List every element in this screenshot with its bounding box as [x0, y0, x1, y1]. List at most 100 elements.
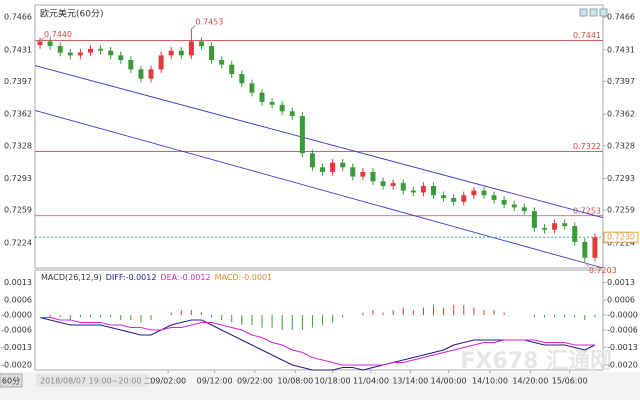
candle-body	[541, 227, 547, 230]
crosshair-box	[36, 374, 148, 387]
y2-tick-label: 0.7466	[607, 13, 635, 22]
candle-body	[77, 52, 83, 56]
chart-title: 欧元美元(60分)	[40, 8, 103, 20]
candle-body	[521, 207, 527, 212]
candle-body	[209, 46, 215, 61]
candle-body	[168, 50, 174, 56]
macd-y-tick-label: 0.0013	[4, 278, 32, 287]
candle-body	[370, 171, 376, 182]
candle-body	[67, 52, 73, 56]
icon[interactable]	[599, 8, 608, 17]
candle-body	[431, 185, 437, 196]
macd-y-tick-label: -0.0006	[1, 326, 32, 335]
candle-body	[279, 104, 285, 112]
period-tab[interactable]	[0, 373, 23, 388]
candle-body	[451, 198, 457, 202]
y2-tick-label: 0.7431	[607, 45, 635, 54]
candle-body	[330, 162, 336, 172]
candle-body	[108, 50, 114, 56]
candle-body	[98, 48, 104, 51]
candle-body	[410, 190, 416, 193]
candle-body	[198, 41, 204, 47]
candle-body	[320, 167, 326, 172]
level-label: 0.7322	[573, 142, 601, 151]
y-tick-label: 0.7362	[4, 110, 32, 119]
macd-line	[40, 317, 595, 366]
x-tick-label: 10/18:00	[315, 377, 351, 386]
y2-tick-label: 0.7259	[607, 206, 635, 215]
candle-body	[269, 101, 275, 105]
macd-y2-tick-label: -0.0000	[607, 311, 638, 320]
candle-body	[481, 190, 487, 196]
candle-body	[229, 64, 235, 75]
x-tick-label: 09/02:00	[150, 377, 186, 386]
candle-body	[582, 241, 588, 258]
y-tick-label: 0.7293	[4, 174, 32, 183]
candle-body	[249, 83, 255, 93]
candle-body	[390, 183, 396, 186]
y2-tick-label: 0.7224	[607, 238, 635, 247]
x-tick-label: 15/06:00	[552, 377, 588, 386]
candle-body	[138, 69, 144, 79]
level-label: 0.7253	[573, 206, 601, 215]
x-tick-label: 14/20:00	[512, 377, 548, 386]
y-tick-label: 0.7224	[4, 238, 32, 247]
watermark: FX678 汇通网	[460, 349, 612, 374]
candle-body	[471, 190, 477, 196]
candle-body	[47, 41, 53, 47]
icon[interactable]	[589, 8, 598, 17]
candle-body	[37, 41, 43, 46]
candle-body	[188, 41, 194, 56]
candle-body	[299, 115, 305, 154]
macd-readout: MACD:-0.0001	[215, 273, 273, 282]
x-tick-label: 14/00:00	[431, 377, 467, 386]
candle-body	[420, 185, 426, 193]
macd-readout: DEA:-0.0012	[160, 273, 210, 282]
candle-body	[289, 111, 295, 116]
candle-body	[552, 223, 558, 230]
candle-body	[118, 55, 124, 61]
level-label: 0.7441	[573, 31, 601, 40]
y2-tick-label: 0.7362	[607, 110, 635, 119]
annotation-pointer	[584, 262, 590, 267]
candle-body	[491, 195, 497, 200]
last-price-box	[603, 231, 639, 243]
annotation-label: 0.7453	[195, 18, 223, 27]
macd-y2-tick-label: -0.0020	[607, 361, 638, 370]
candle-body	[259, 92, 265, 102]
macd-y-tick-label: 0.0006	[4, 296, 32, 305]
y-tick-label: 0.7259	[4, 206, 32, 215]
candle-body	[239, 74, 245, 84]
candle-body	[400, 183, 406, 191]
icon[interactable]	[579, 8, 588, 17]
x-tick-label: 09/12:00	[197, 377, 233, 386]
candle-body	[511, 204, 517, 208]
y2-tick-label: 0.7293	[607, 174, 635, 183]
crosshair-time: 2018/08/07 19:00~20:00 二	[40, 377, 152, 386]
macd-readout: MACD(26,12,9)	[41, 273, 102, 282]
candle-body	[178, 50, 184, 56]
candle-body	[562, 223, 568, 227]
candle-body	[128, 60, 134, 70]
annotation-pointer	[39, 37, 45, 42]
macd-y2-tick-label: 0.0006	[607, 296, 635, 305]
candle-body	[340, 162, 346, 168]
y-tick-label: 0.7328	[4, 141, 32, 150]
candle-body	[461, 195, 467, 202]
annotation-label: 0.7440	[44, 30, 72, 39]
macd-y-tick-label: -0.0013	[1, 343, 32, 352]
candle-body	[219, 60, 225, 65]
x-tick-label: 11/04:00	[353, 377, 389, 386]
y2-tick-label: 0.7397	[607, 77, 635, 86]
last-price-label: 0.7230	[607, 233, 635, 242]
candle-body	[531, 211, 537, 228]
macd-readout: DIFF:-0.0012	[106, 273, 157, 282]
macd-y2-tick-label: -0.0013	[607, 343, 638, 352]
candle-body	[57, 46, 63, 53]
macd-header: MACD(26,12,9) DIFF:-0.0012 DEA:-0.0012 MACD…	[41, 273, 272, 282]
candle-body	[501, 199, 507, 205]
x-tick-label: 14/10:00	[472, 377, 508, 386]
y-tick-label: 0.7466	[4, 13, 32, 22]
y-tick-label: 0.7397	[4, 77, 32, 86]
